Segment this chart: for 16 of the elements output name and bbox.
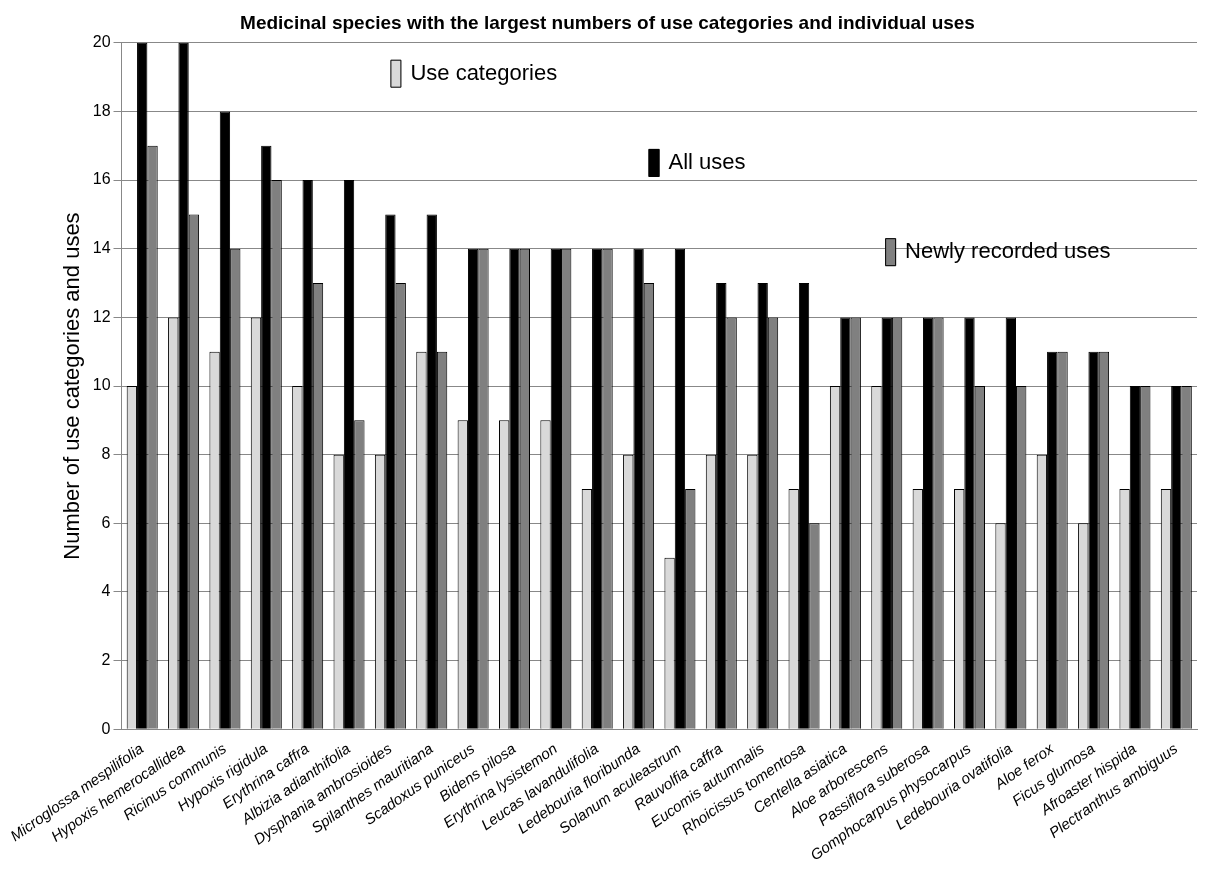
legend-label: All uses bbox=[668, 148, 746, 174]
y-tick-label: 8 bbox=[101, 445, 111, 463]
y-tick-label: 14 bbox=[92, 239, 111, 257]
y-tick-label: 6 bbox=[101, 513, 111, 531]
legend-label: Use categories bbox=[410, 59, 558, 85]
y-tick-label: 18 bbox=[92, 101, 111, 119]
legend-label: Newly recorded uses bbox=[905, 238, 1111, 264]
y-tick-label: 4 bbox=[101, 582, 111, 600]
y-tick-label: 10 bbox=[92, 376, 111, 394]
y-tick-label: 2 bbox=[101, 651, 111, 669]
chart-title: Medicinal species with the largest numbers of use categories and individual uses bbox=[240, 11, 975, 33]
y-tick-label: 20 bbox=[92, 33, 111, 51]
y-tick-label: 12 bbox=[92, 307, 111, 325]
y-tick-label: 0 bbox=[101, 719, 111, 737]
y-axis-title: Number of use categories and uses bbox=[58, 212, 84, 560]
y-tick-label: 16 bbox=[92, 170, 111, 188]
